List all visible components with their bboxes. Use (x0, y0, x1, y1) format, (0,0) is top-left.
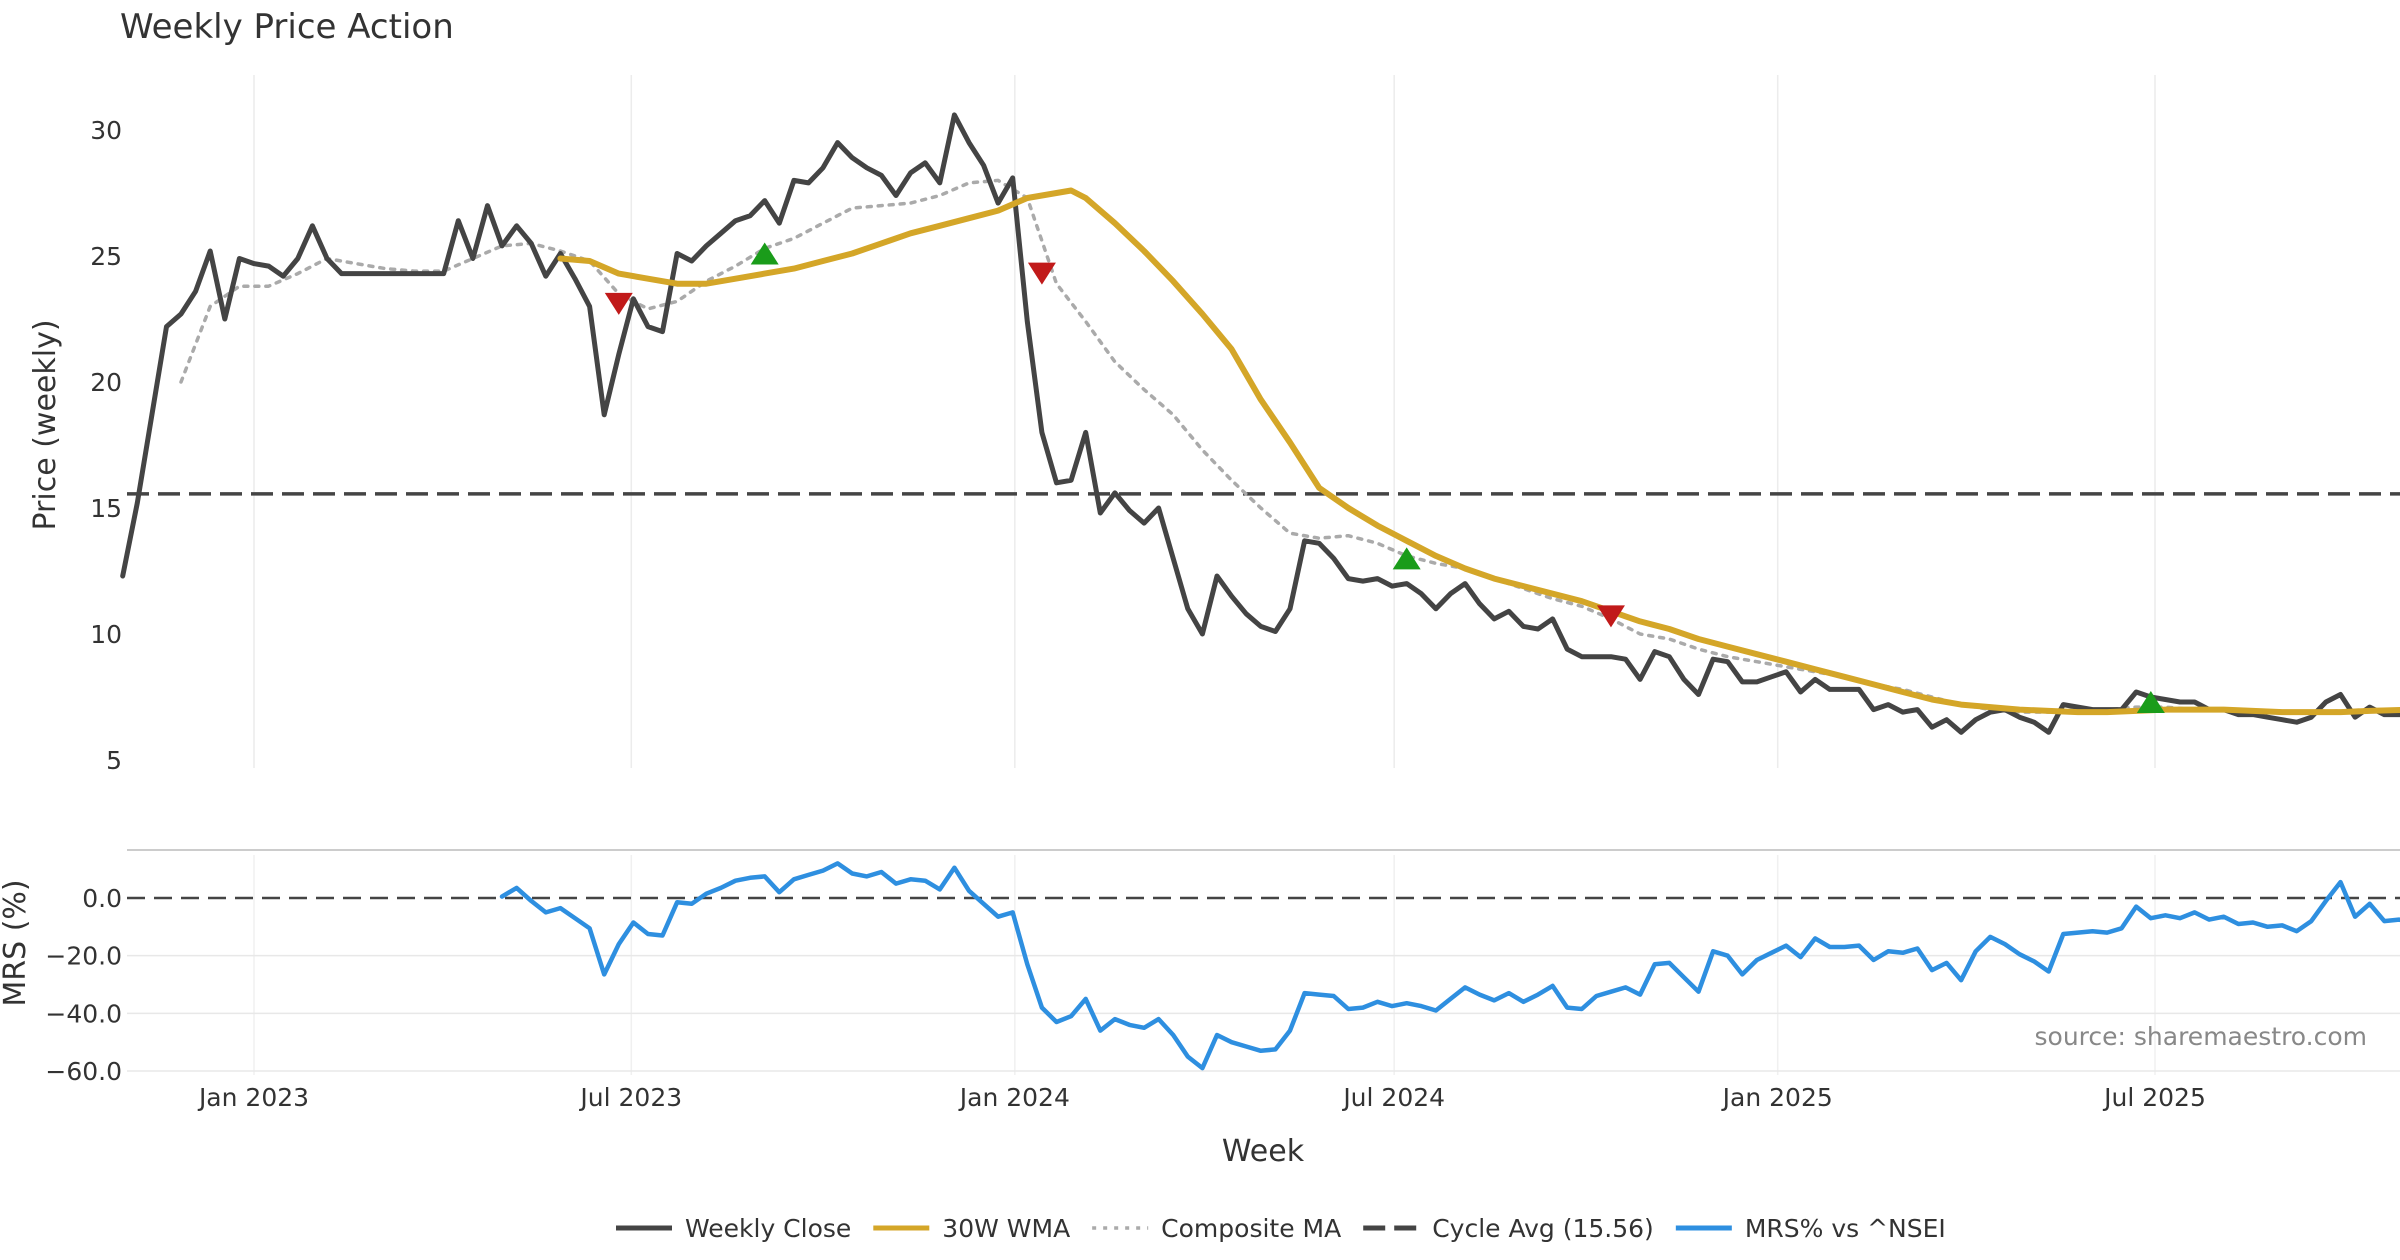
price-y-axis-label: Price (weekly) (28, 319, 63, 530)
mrs-y-tick-label: −20.0 (45, 942, 122, 971)
legend-item: Composite MA (1092, 1214, 1341, 1243)
legend-label: MRS% vs ^NSEI (1745, 1214, 1946, 1243)
x-tick-label: Jul 2023 (578, 1083, 682, 1112)
sell-signal-marker (1027, 262, 1056, 285)
30w-wma-line (557, 187, 2400, 716)
legend-label: 30W WMA (942, 1214, 1070, 1243)
mrs-line (499, 861, 2400, 1071)
legend-label: Weekly Close (685, 1214, 851, 1243)
sell-signal-marker (604, 292, 633, 315)
legend-label: Cycle Avg (15.56) (1432, 1214, 1654, 1243)
price-y-tick-label: 10 (90, 620, 122, 649)
price-y-tick-label: 15 (90, 494, 122, 523)
mrs-y-axis-label: MRS (%) (0, 879, 33, 1006)
legend: Weekly Close 30W WMA Composite MA Cycle Avg… (616, 1214, 1946, 1243)
price-y-tick-label: 20 (90, 368, 122, 397)
weekly-close-line (120, 112, 2400, 735)
sell-signal-marker (1596, 605, 1625, 628)
x-tick-label: Jul 2025 (2102, 1083, 2206, 1112)
mrs-y-tick-label: −40.0 (45, 999, 122, 1028)
x-tick-label: Jan 2025 (1721, 1083, 1833, 1112)
legend-item: MRS% vs ^NSEI (1675, 1214, 1946, 1243)
price-panel: 5 10 15 20 25 30 (90, 75, 2400, 775)
legend-item: Weekly Close (616, 1214, 851, 1243)
price-y-tick-label: 5 (106, 746, 122, 775)
buy-signal-marker (750, 242, 779, 265)
source-annotation: source: sharemaestro.com (2035, 1022, 2368, 1051)
price-y-tick-label: 25 (90, 242, 122, 271)
mrs-y-tick-label: 0.0 (82, 884, 122, 913)
buy-signal-marker (1392, 547, 1421, 570)
legend-item: 30W WMA (873, 1214, 1070, 1243)
mrs-panel: 0.0 −20.0 −40.0 −60.0 Jan 2023 Jul 2023 Jan 20… (45, 849, 2400, 1112)
x-axis-label: Week (1222, 1134, 1305, 1169)
x-tick-label: Jan 2023 (197, 1083, 309, 1112)
price-y-tick-label: 30 (90, 116, 122, 145)
mrs-y-tick-label: −60.0 (45, 1057, 122, 1086)
x-tick-label: Jul 2024 (1341, 1083, 1445, 1112)
chart-title: Weekly Price Action (120, 7, 454, 47)
buy-signal-marker (2136, 691, 2165, 714)
legend-item: Cycle Avg (15.56) (1363, 1214, 1654, 1243)
legend-label: Composite MA (1161, 1214, 1341, 1243)
x-tick-label: Jan 2024 (958, 1083, 1070, 1112)
